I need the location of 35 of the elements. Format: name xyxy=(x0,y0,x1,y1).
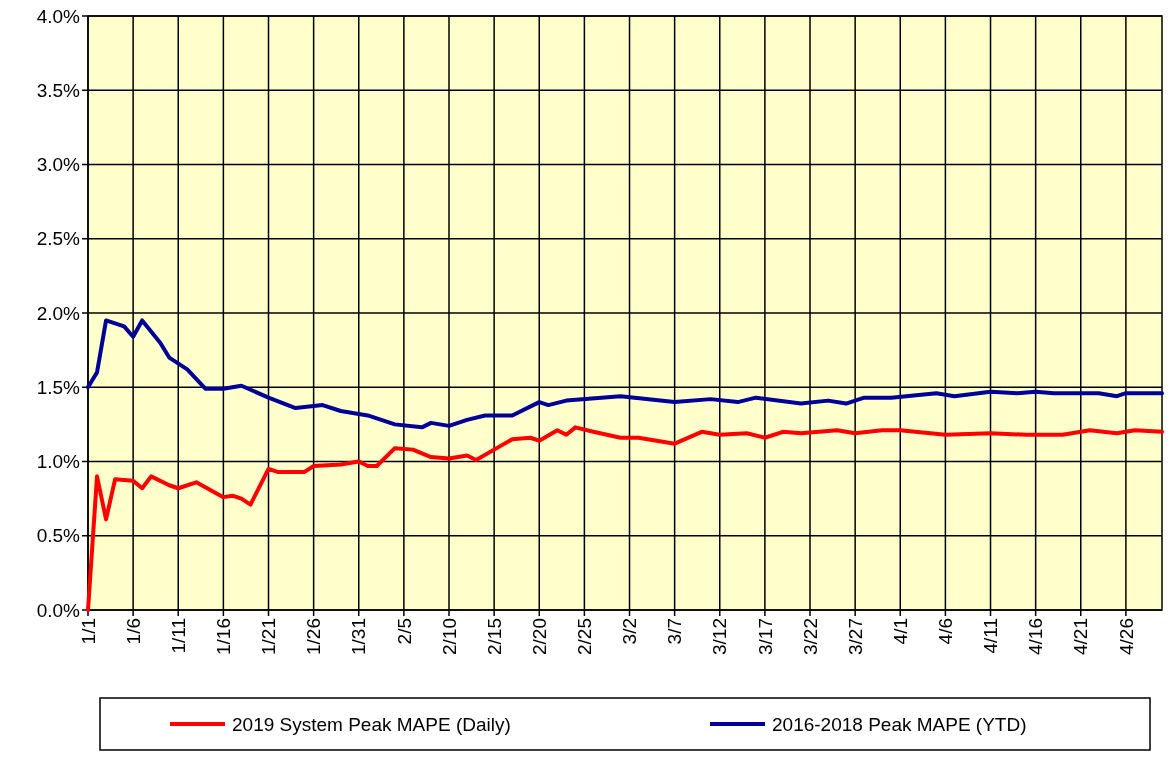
x-tick-label: 4/16 xyxy=(1025,618,1047,655)
y-tick-label: 1.0% xyxy=(36,451,81,473)
y-tick-label: 2.5% xyxy=(36,228,81,250)
x-tick-label: 1/31 xyxy=(348,618,370,655)
x-tick-label: 1/6 xyxy=(122,618,144,645)
x-tick-label: 1/26 xyxy=(303,618,325,655)
x-tick-label: 2/10 xyxy=(438,618,460,655)
x-tick-label: 3/22 xyxy=(799,618,821,655)
legend-label: 2019 System Peak MAPE (Daily) xyxy=(232,713,511,735)
x-tick-label: 4/21 xyxy=(1070,618,1092,655)
x-tick-label: 4/6 xyxy=(935,618,957,645)
x-tick-label: 1/21 xyxy=(258,618,280,655)
x-tick-label: 3/17 xyxy=(754,618,776,655)
x-tick-label: 2/15 xyxy=(483,618,505,655)
y-tick-label: 0.5% xyxy=(36,525,81,547)
x-tick-label: 3/7 xyxy=(664,618,686,645)
x-tick-label: 3/2 xyxy=(619,618,641,645)
x-tick-label: 4/26 xyxy=(1115,618,1137,655)
x-tick-label: 1/16 xyxy=(213,618,235,655)
x-tick-label: 4/1 xyxy=(889,618,911,645)
y-tick-label: 0.0% xyxy=(36,599,81,621)
x-tick-label: 4/11 xyxy=(980,618,1002,654)
x-tick-label: 3/27 xyxy=(844,618,866,655)
x-tick-label: 2/25 xyxy=(574,618,596,655)
x-tick-label: 1/1 xyxy=(77,618,99,645)
y-tick-label: 3.0% xyxy=(36,154,81,176)
y-tick-label: 1.5% xyxy=(36,376,81,398)
y-tick-label: 4.0% xyxy=(36,5,81,27)
x-tick-label: 3/12 xyxy=(709,618,731,655)
y-tick-label: 3.5% xyxy=(36,79,81,101)
x-tick-label: 2/5 xyxy=(393,618,415,645)
y-tick-label: 2.0% xyxy=(36,302,81,324)
legend-label: 2016-2018 Peak MAPE (YTD) xyxy=(772,713,1027,735)
x-tick-label: 1/11 xyxy=(167,618,189,654)
x-tick-label: 2/20 xyxy=(528,618,550,655)
